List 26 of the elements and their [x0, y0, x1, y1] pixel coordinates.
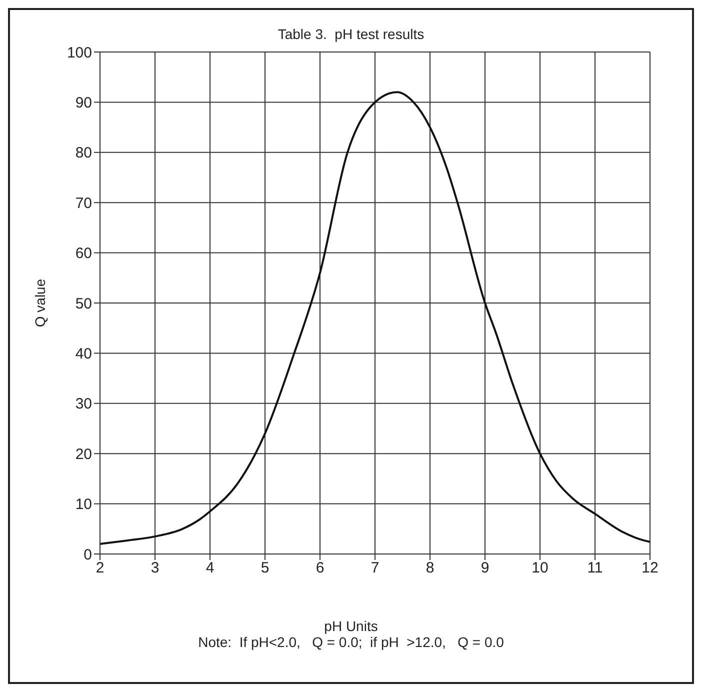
x-tick-label: 2 — [96, 560, 104, 577]
text: Note: If pH<2.0, Q = 0.0; if pH >12.0, Q = 0.0 — [197, 634, 505, 650]
y-tick-label: 20 — [75, 446, 92, 463]
x-tick-label: 3 — [150, 560, 160, 577]
x-axis-title: pH Units — [323, 618, 379, 634]
x-tick-label: 8 — [426, 560, 434, 577]
y-tick-label: 40 — [75, 346, 92, 363]
x-tick-label: 7 — [370, 560, 380, 577]
y-tick-label: 90 — [75, 94, 92, 112]
y-tick-label: 70 — [75, 194, 92, 212]
y-tick-label: 60 — [75, 245, 92, 262]
x-tick-label: 12 — [642, 560, 658, 577]
chart-title: Table 3. pH test results — [276, 26, 426, 42]
y-tick-label: 10 — [75, 496, 92, 514]
y-tick-label: 80 — [75, 144, 92, 162]
x-tick-label: 6 — [316, 560, 324, 577]
y-tick-label: 0 — [84, 546, 92, 564]
y-tick-label: 50 — [75, 295, 92, 312]
x-tick-label: 4 — [206, 560, 214, 577]
x-tick-label: 5 — [260, 560, 270, 577]
x-tick-label: 9 — [480, 560, 490, 577]
y-tick-label: 30 — [75, 396, 92, 413]
x-tick-label: 11 — [587, 560, 603, 577]
y-axis-title: Q value — [32, 278, 48, 328]
y-tick-label: 100 — [66, 44, 92, 62]
x-tick-label: 10 — [532, 560, 548, 577]
